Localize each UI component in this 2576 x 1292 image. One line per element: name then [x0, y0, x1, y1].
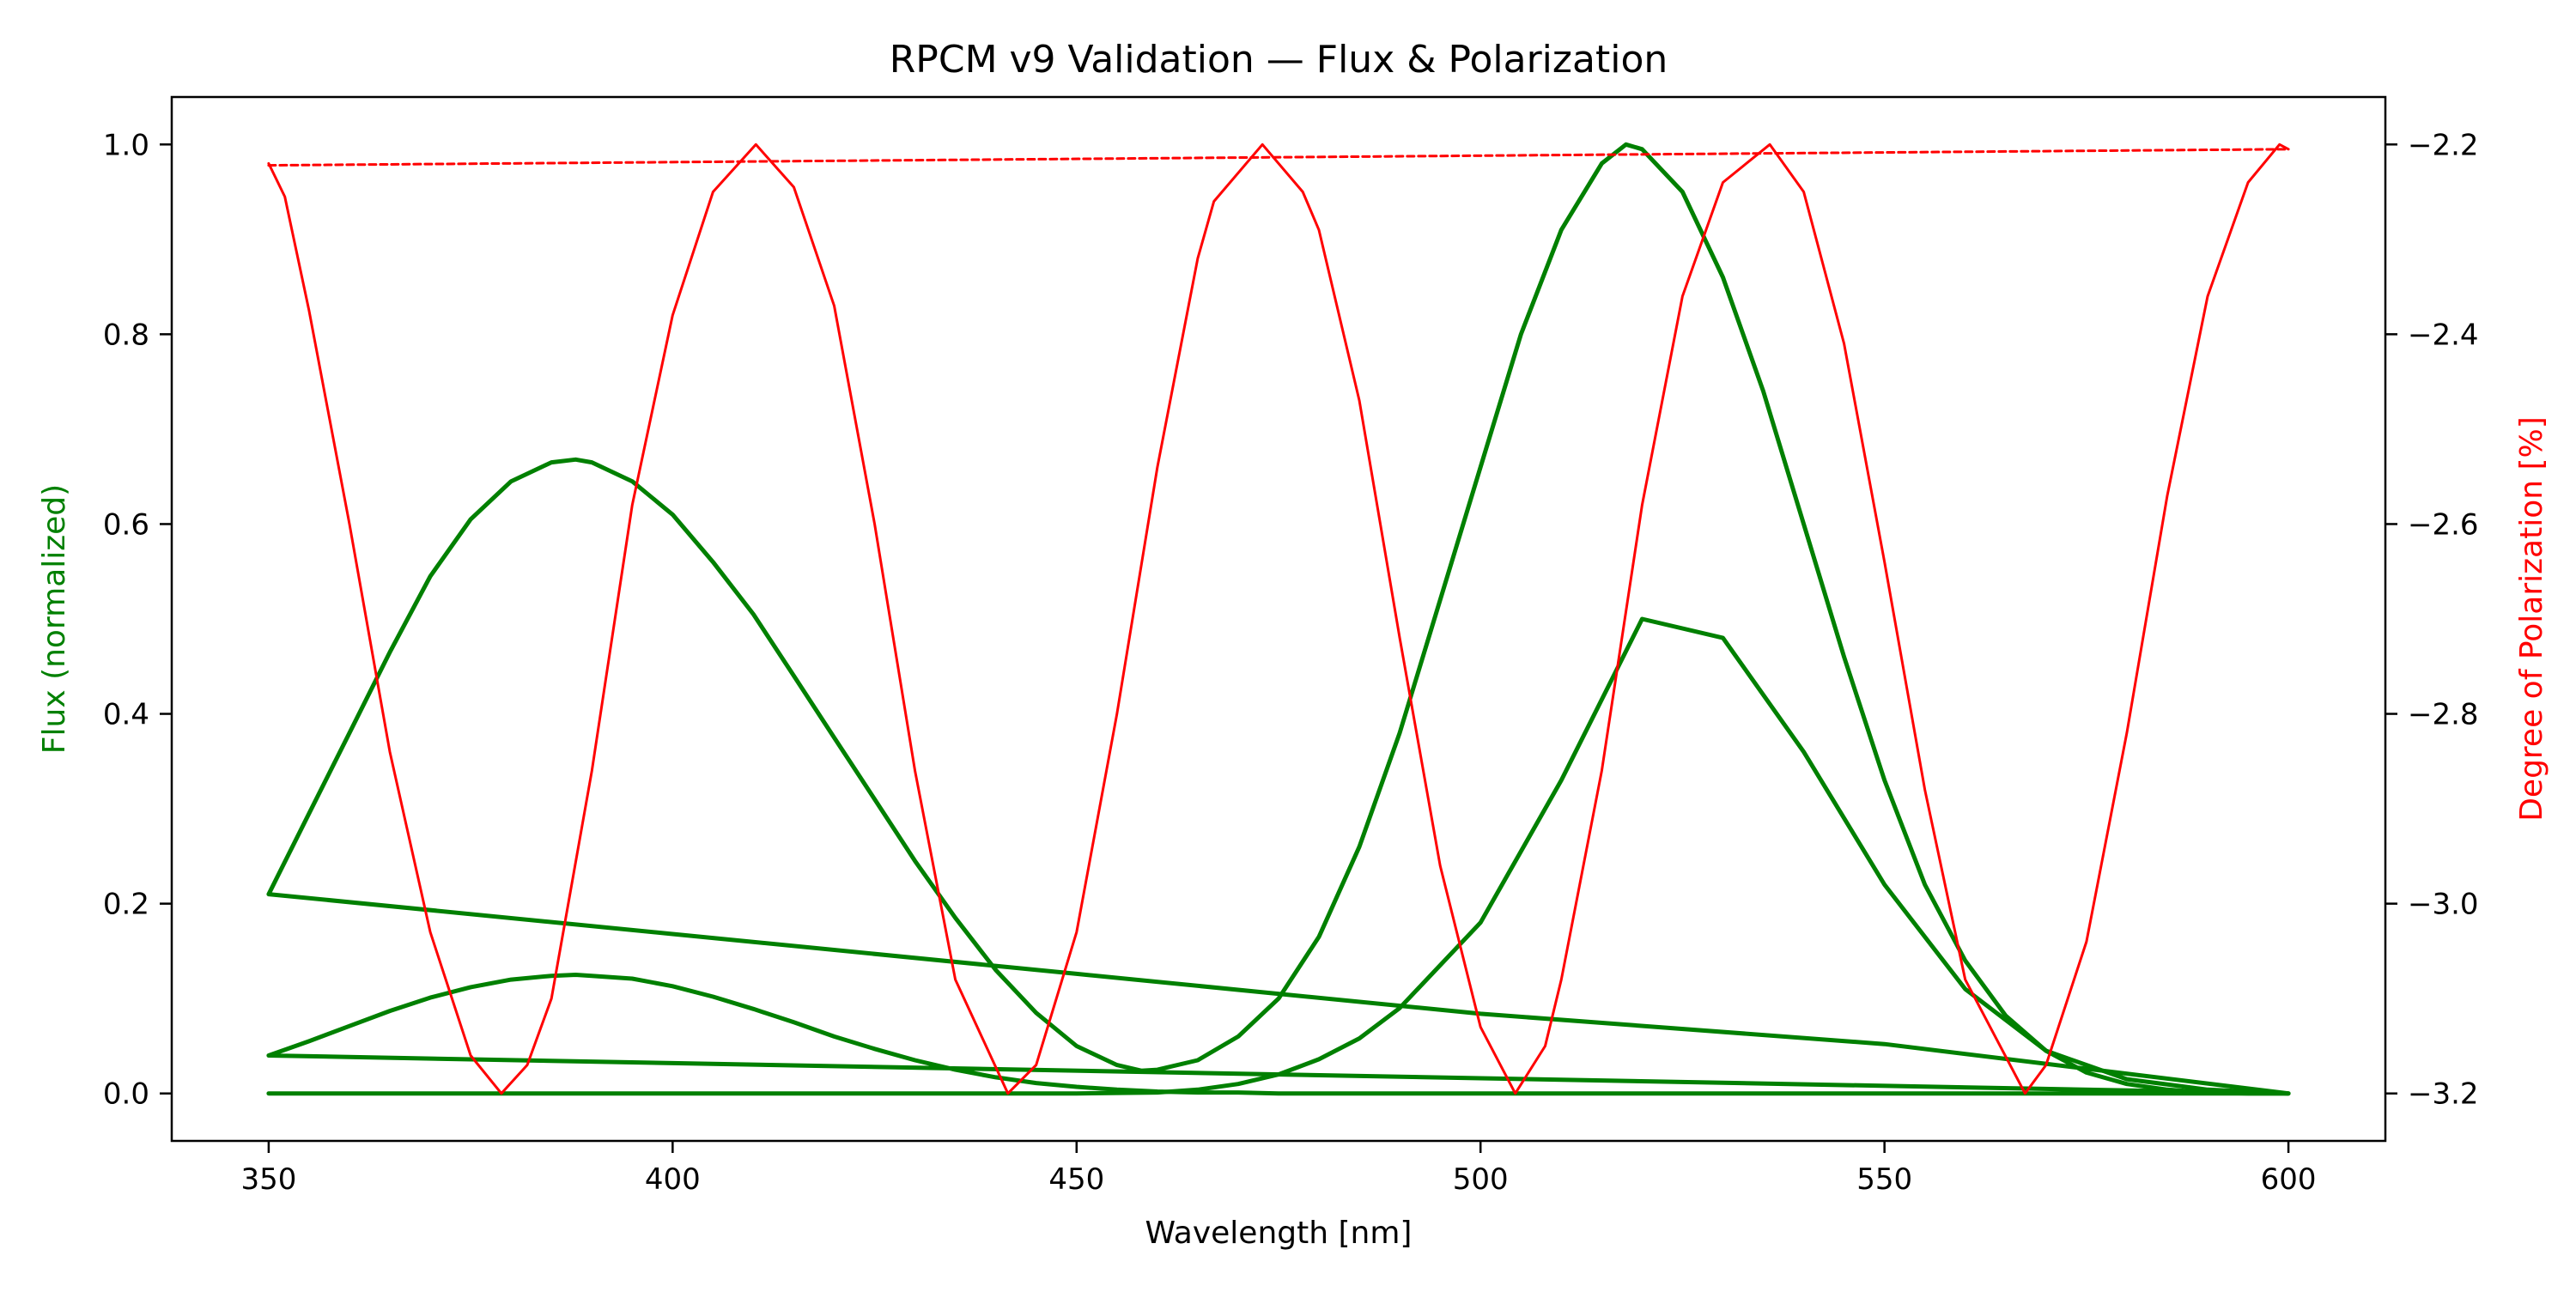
left-y-tick-label: 1.0	[103, 128, 149, 162]
chart-title: RPCM v9 Validation — Flux & Polarization	[890, 38, 1668, 82]
x-tick-label: 550	[1856, 1162, 1912, 1197]
x-tick-label: 400	[645, 1162, 701, 1197]
left-y-axis-title: Flux (normalized)	[37, 484, 72, 754]
left-y-tick-label: 0.0	[103, 1077, 149, 1112]
right-y-tick-label: −2.6	[2408, 507, 2479, 542]
flux-series-line-2	[266, 973, 2291, 1096]
right-y-axis-title: Degree of Polarization [%]	[2514, 416, 2549, 822]
right-y-tick-label: −2.2	[2408, 128, 2479, 162]
polarization-series-line-5	[267, 148, 2290, 167]
right-y-tick-label: −2.4	[2408, 318, 2479, 352]
right-y-axis-ticks: −3.2 −3.0 −2.8 −2.6 −2.4 −2.2	[2385, 128, 2479, 1112]
x-tick-label: 600	[2261, 1162, 2317, 1197]
left-y-tick-label: 0.4	[103, 698, 149, 732]
plot-area-frame	[170, 95, 2387, 1143]
left-y-axis-ticks: 0.0 0.2 0.4 0.6 0.8 1.0	[103, 128, 172, 1112]
x-tick-label: 500	[1453, 1162, 1509, 1197]
polarization-series-line-4	[267, 143, 2290, 1095]
x-axis-ticks: 350 400 450 500 550 600	[240, 1141, 2317, 1197]
flux-series-line-3	[266, 616, 2291, 1096]
left-y-tick-label: 0.6	[103, 507, 149, 542]
flux-series-line-1	[266, 142, 2291, 1096]
x-tick-label: 450	[1048, 1162, 1104, 1197]
x-tick-label: 350	[240, 1162, 296, 1197]
right-y-tick-label: −3.2	[2408, 1077, 2479, 1112]
series-layer	[266, 142, 2291, 1096]
right-y-tick-label: −2.8	[2408, 698, 2479, 732]
left-y-tick-label: 0.2	[103, 888, 149, 922]
right-y-tick-label: −3.0	[2408, 888, 2479, 922]
x-axis-title: Wavelength [nm]	[1145, 1216, 1413, 1251]
left-y-tick-label: 0.8	[103, 318, 149, 352]
